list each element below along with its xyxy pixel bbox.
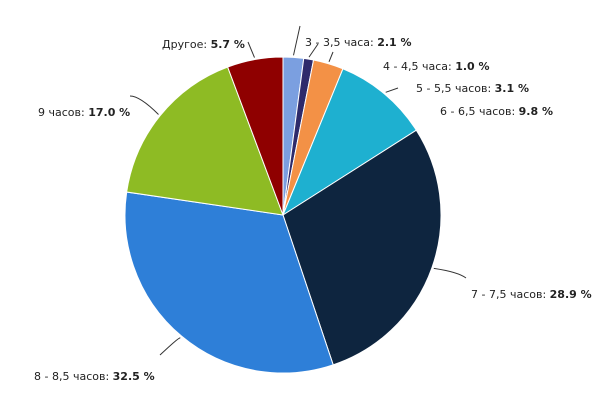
pie-slice: [124, 191, 334, 374]
slice-label-value: 5.7 %: [211, 38, 245, 51]
slice-label-value: 9.8 %: [519, 105, 553, 118]
leader-line: [433, 267, 467, 279]
slice-label: 6 - 6,5 часов: 9.8 %: [440, 105, 553, 118]
slice-label: 8 - 8,5 часов: 32.5 %: [34, 370, 155, 383]
slice-label: 4 - 4,5 часа: 1.0 %: [383, 60, 490, 73]
slice-label: Другое: 5.7 %: [162, 38, 245, 51]
slice-label-name: 7 - 7,5 часов:: [471, 288, 550, 301]
slice-label-name: 3 - 3,5 часа:: [305, 36, 377, 49]
labels-group: 3 - 3,5 часа: 2.1 % 4 - 4,5 часа: 1.0 % 5 …: [34, 36, 592, 383]
slice-label: 5 - 5,5 часов: 3.1 %: [416, 82, 529, 95]
leader-line: [293, 25, 301, 56]
slices-group: [124, 56, 442, 374]
leader-line: [385, 87, 399, 93]
slice-label-value: 32.5 %: [113, 370, 155, 383]
pie-slice: [227, 56, 284, 216]
slice-label-value: 2.1 %: [377, 36, 411, 49]
leader-line: [308, 43, 319, 58]
pie-slice: [282, 129, 442, 366]
leader-line: [247, 41, 255, 58]
pie-slice: [126, 66, 284, 216]
leader-line: [129, 95, 159, 115]
leader-line: [328, 51, 334, 62]
slice-label-name: Другое:: [162, 38, 211, 51]
slice-label-name: 4 - 4,5 часа:: [383, 60, 455, 73]
slice-label: 9 часов: 17.0 %: [38, 106, 130, 119]
slice-label-value: 1.0 %: [455, 60, 489, 73]
pie-slice: [281, 68, 418, 217]
slice-label: 7 - 7,5 часов: 28.9 %: [471, 288, 592, 301]
slice-label-value: 17.0 %: [88, 106, 130, 119]
slice-label-value: 28.9 %: [550, 288, 592, 301]
leader-lines-group: [129, 25, 467, 356]
leader-line: [159, 337, 181, 356]
slice-label-name: 5 - 5,5 часов:: [416, 82, 495, 95]
slice-label-value: 3.1 %: [495, 82, 529, 95]
slice-label-name: 6 - 6,5 часов:: [440, 105, 519, 118]
slice-label-name: 8 - 8,5 часов:: [34, 370, 113, 383]
slice-label-name: 9 часов:: [38, 106, 88, 119]
slice-label: 3 - 3,5 часа: 2.1 %: [305, 36, 412, 49]
